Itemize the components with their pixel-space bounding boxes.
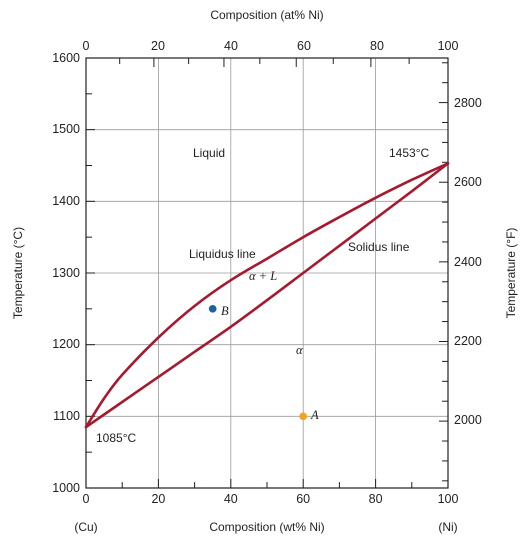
right-tick-label: 2200 [454, 334, 482, 348]
top-tick-labels: 0 20 40 60 80 100 [83, 39, 459, 53]
y-axis-title-right: Temperature (°F) [504, 228, 518, 319]
x-tick-label: 20 [151, 492, 165, 506]
y-axis-title-left: Temperature (°C) [11, 227, 25, 319]
ni-melting-point-label: 1453°C [389, 146, 429, 160]
liquidus-line-curve [84, 162, 450, 429]
composition-points [208, 305, 308, 421]
liquidus-line-label: Liquidus line [189, 247, 256, 261]
x-tick-label: 60 [296, 492, 310, 506]
top-tick-label: 0 [83, 39, 90, 53]
top-tick-label: 60 [297, 39, 311, 53]
y-tick-label: 1600 [52, 51, 80, 65]
x-tick-label: 40 [224, 492, 238, 506]
liquid-region-label: Liquid [193, 146, 225, 160]
right-tick-label: 2600 [454, 175, 482, 189]
cu-melting-point-label: 1085°C [96, 431, 136, 445]
y-tick-label: 1100 [53, 409, 80, 423]
phase-curves [84, 162, 450, 429]
x-axis-title: Composition (wt% Ni) [209, 520, 324, 534]
x-tick-label: 0 [83, 492, 90, 506]
x-tick-label: 100 [438, 492, 459, 506]
right-tick-label: 2800 [454, 96, 482, 110]
point-b-label: B [221, 304, 229, 318]
solidus-line-curve [84, 162, 450, 429]
right-tick-labels: 2000 2200 2400 2600 2800 [454, 96, 482, 427]
x-tick-label: 80 [369, 492, 383, 506]
y-tick-label: 1300 [52, 266, 80, 280]
right-tick-label: 2000 [454, 413, 482, 427]
endpoint-label-ni: (Ni) [438, 520, 457, 534]
y-tick-label: 1200 [52, 337, 80, 351]
point-a-marker [299, 412, 308, 421]
top-tick-label: 40 [224, 39, 238, 53]
top-axis-title: Composition (at% Ni) [210, 8, 323, 22]
x-tick-labels: 0 20 40 60 80 100 [83, 492, 459, 506]
y-tick-label: 1500 [52, 122, 80, 136]
solidus-line-label: Solidus line [348, 240, 410, 254]
point-a-label: A [310, 408, 319, 422]
y-tick-label: 1400 [52, 194, 80, 208]
alpha-region-label: α [296, 343, 303, 357]
top-tick-label: 80 [370, 39, 384, 53]
top-tick-label: 20 [151, 39, 165, 53]
point-b-marker [208, 305, 217, 313]
y-tick-label: 1000 [52, 481, 80, 495]
alpha-plus-liquid-label: α + L [249, 269, 277, 283]
right-tick-label: 2400 [454, 255, 482, 269]
y-tick-labels: 1000 1100 1200 1300 1400 1500 1600 [52, 51, 80, 495]
plot-frame [85, 57, 449, 489]
top-tick-label: 100 [438, 39, 459, 53]
endpoint-label-cu: (Cu) [74, 520, 97, 534]
